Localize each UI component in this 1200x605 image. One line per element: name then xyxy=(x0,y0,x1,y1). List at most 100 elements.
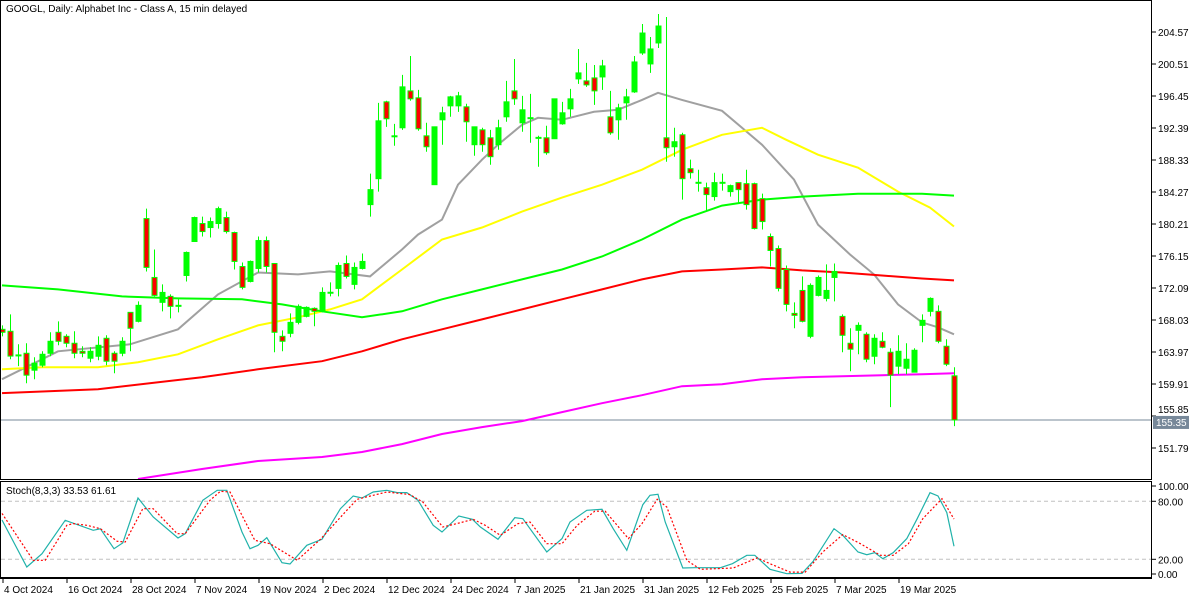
price-tick-label: 196.45 xyxy=(1158,92,1189,103)
bull-candle-body xyxy=(431,126,438,186)
moving-average-line xyxy=(1,192,955,319)
bull-candle-body xyxy=(711,182,718,198)
candle xyxy=(599,59,606,90)
bear-candle-body xyxy=(103,337,110,362)
candle xyxy=(751,182,758,230)
candle xyxy=(695,169,702,192)
candle xyxy=(167,294,174,319)
bear-candle-body xyxy=(7,330,14,357)
candle xyxy=(839,314,846,353)
candle xyxy=(263,236,270,273)
candle xyxy=(31,357,38,380)
candle xyxy=(495,119,502,150)
candle xyxy=(711,172,718,201)
candle xyxy=(679,132,686,200)
candle xyxy=(431,126,438,186)
bear-candle-body xyxy=(887,351,894,376)
bull-candle-body xyxy=(919,319,926,326)
bull-candle-body xyxy=(399,86,406,129)
bull-candle-body xyxy=(807,284,814,337)
candle xyxy=(951,367,958,427)
bull-candle-body xyxy=(599,65,606,78)
candle xyxy=(919,314,926,343)
candle xyxy=(639,24,646,55)
candle xyxy=(159,284,166,312)
bull-candle-body xyxy=(527,117,534,120)
candle xyxy=(351,262,358,290)
candle xyxy=(815,275,822,297)
candle xyxy=(895,335,902,375)
stoch-main-line xyxy=(1,489,955,575)
bear-candle-body xyxy=(263,240,270,267)
candle xyxy=(311,307,318,327)
bull-candle-body xyxy=(647,48,654,65)
bear-candle-body xyxy=(479,129,486,146)
candle xyxy=(239,262,246,290)
candle xyxy=(527,93,534,143)
bear-candle-body xyxy=(55,331,62,342)
candle xyxy=(207,217,214,238)
candle xyxy=(63,334,70,348)
stoch-label: Stoch(8,3,3) 33.53 61.61 xyxy=(6,486,117,497)
bull-candle-body xyxy=(567,98,574,110)
time-tick-label: 12 Dec 2024 xyxy=(388,585,445,596)
candle xyxy=(367,173,374,217)
candle xyxy=(647,36,654,73)
time-tick-label: 25 Feb 2025 xyxy=(772,585,829,596)
price-pane[interactable] xyxy=(0,14,1152,479)
candle xyxy=(471,126,478,156)
candle xyxy=(359,253,366,270)
candle xyxy=(335,262,342,297)
candle xyxy=(775,245,782,292)
candle xyxy=(247,260,254,283)
bull-candle-body xyxy=(911,349,918,373)
bull-candle-body xyxy=(39,353,46,366)
time-tick-label: 12 Feb 2025 xyxy=(708,585,765,596)
bear-candle-body xyxy=(591,77,598,92)
candle xyxy=(463,103,470,142)
time-tick-label: 7 Nov 2024 xyxy=(196,585,248,596)
candle xyxy=(391,123,398,146)
candle xyxy=(535,135,542,167)
candle xyxy=(559,101,566,125)
price-tick-label: 168.03 xyxy=(1158,316,1189,327)
candle xyxy=(727,184,734,197)
bull-candle-body xyxy=(287,321,294,334)
moving-average-line xyxy=(137,372,955,479)
bear-candle-body xyxy=(271,262,278,333)
bear-candle-body xyxy=(839,315,846,336)
candle xyxy=(807,283,814,339)
candle xyxy=(127,311,134,352)
candle xyxy=(199,216,206,237)
candle xyxy=(383,100,390,127)
bull-candle-body xyxy=(927,297,934,312)
candle xyxy=(567,88,574,117)
candle xyxy=(255,236,262,273)
bear-candle-body xyxy=(239,265,246,288)
price-tick-label: 151.79 xyxy=(1158,444,1189,455)
bear-candle-body xyxy=(543,137,550,154)
candle xyxy=(455,91,462,112)
bull-candle-body xyxy=(159,291,166,303)
chart-title: GOOGL, Daily: Alphabet Inc - Class A, 15… xyxy=(6,4,247,15)
time-tick-label: 7 Jan 2025 xyxy=(516,585,566,596)
candle xyxy=(831,263,838,302)
candle xyxy=(519,95,526,132)
price-tick-label: 155.85 xyxy=(1158,405,1189,416)
bull-candle-body xyxy=(303,306,310,317)
candle xyxy=(719,173,726,191)
candle xyxy=(607,90,614,135)
bear-candle-body xyxy=(743,183,750,206)
candle xyxy=(911,348,918,373)
candle xyxy=(503,80,510,122)
bear-candle-body xyxy=(511,90,518,100)
bull-candle-body xyxy=(695,181,702,184)
candle xyxy=(847,328,854,372)
bull-candle-body xyxy=(519,109,526,124)
price-tick-label: 176.15 xyxy=(1158,252,1189,263)
bull-candle-body xyxy=(559,112,566,125)
stochastic-pane[interactable] xyxy=(1,489,1152,575)
candle xyxy=(927,297,934,317)
bull-candle-body xyxy=(719,181,726,184)
